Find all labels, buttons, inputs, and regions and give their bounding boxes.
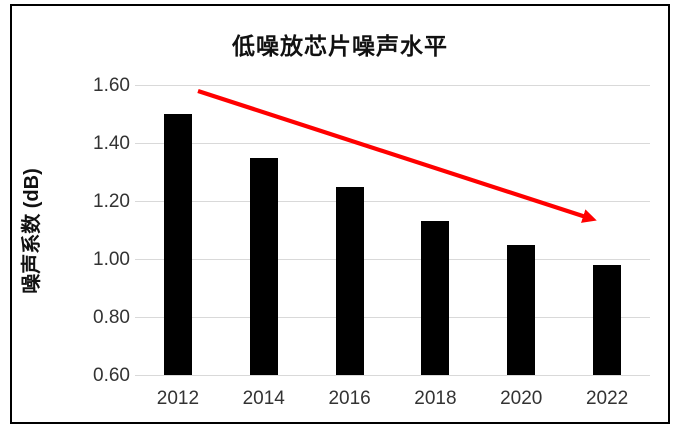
y-tick-label: 1.20 <box>93 191 130 212</box>
bar-2012 <box>163 114 192 375</box>
x-tick-label: 2018 <box>414 388 457 409</box>
bar-2014 <box>249 157 278 375</box>
gridline <box>135 259 650 260</box>
gridline <box>135 375 650 376</box>
bar-2018 <box>421 221 450 375</box>
y-tick-label: 1.00 <box>93 249 130 270</box>
x-tick-label: 2012 <box>156 388 200 409</box>
bar-2016 <box>335 186 364 375</box>
y-tick-label: 0.60 <box>93 365 130 386</box>
gridline <box>135 201 650 202</box>
chart-title: 低噪放芯片噪声水平 <box>232 33 448 59</box>
x-tick-label: 2014 <box>242 388 285 409</box>
y-tick-label: 0.80 <box>93 307 130 328</box>
x-tick-label: 2020 <box>500 388 543 409</box>
gridline <box>135 143 650 144</box>
x-tick-label: 2016 <box>328 388 371 409</box>
gridline <box>135 317 650 318</box>
bar-2022 <box>593 264 622 375</box>
x-tick-label: 2022 <box>585 388 629 409</box>
y-axis-title: 噪声系数 (dB) <box>21 168 43 294</box>
bar-2020 <box>507 244 536 375</box>
gridline <box>135 85 650 86</box>
plot-area <box>135 85 650 376</box>
y-tick-label: 1.40 <box>93 133 130 154</box>
y-tick-label: 1.60 <box>93 75 130 96</box>
